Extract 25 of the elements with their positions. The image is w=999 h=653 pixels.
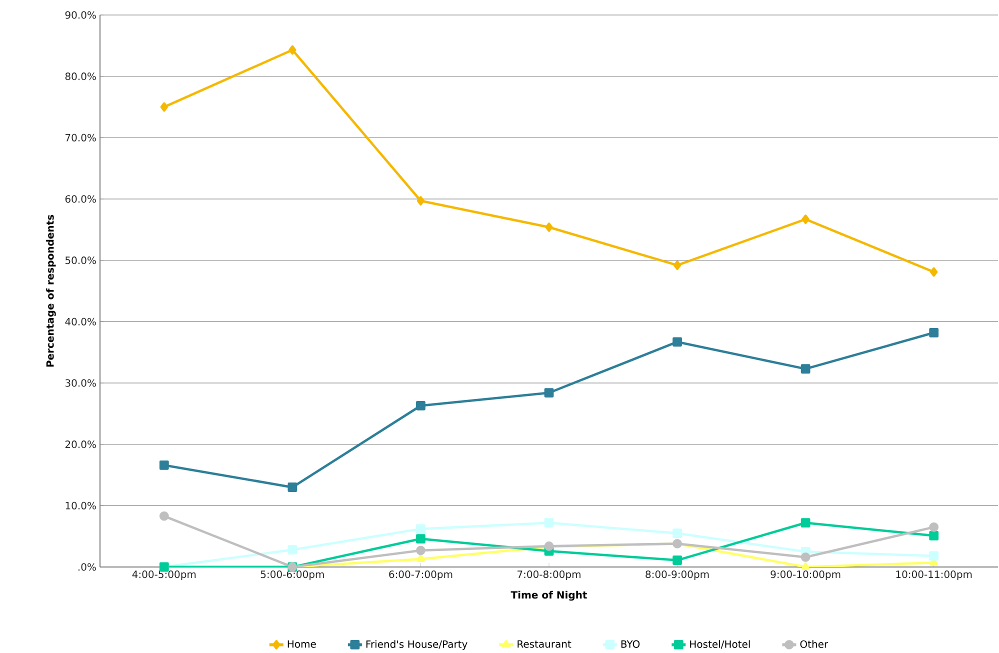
y-tick-label: 30.0%: [65, 379, 96, 387]
x-tick-label: 10:00-11:00pm: [896, 570, 972, 580]
x-tick-label: 9:00-10:00pm: [770, 570, 840, 580]
x-tick-label: 8:00-9:00pm: [646, 570, 709, 580]
x-tick-label: 4:00-5:00pm: [132, 570, 196, 580]
x-tick-label: 5:00-6:00pm: [260, 570, 324, 580]
legend-label: Hostel/Hotel: [690, 640, 750, 649]
x-tick-label: 7:00-8:00pm: [518, 570, 580, 580]
y-tick-label: 50.0%: [65, 256, 96, 264]
legend-label: BYO: [621, 640, 640, 648]
x-tick-label: 6:00-7:00pm: [389, 570, 452, 580]
legend-label: Home: [288, 640, 316, 648]
y-tick-label: 60.0%: [65, 195, 96, 203]
y-tick-label: 80.0%: [65, 72, 96, 80]
y-tick-label: 70.0%: [66, 134, 96, 142]
y-tick-label: 20.0%: [65, 440, 96, 448]
y-tick-label: .0%: [78, 563, 96, 571]
legend-label: Other: [800, 640, 828, 648]
legend-label: Friend's House/Party: [366, 640, 468, 650]
y-axis-title: Percentage of respondents: [46, 214, 56, 367]
x-axis-title: Time of Night: [510, 590, 588, 601]
y-tick-label: 10.0%: [66, 502, 96, 510]
y-tick-label: 90.0%: [65, 11, 96, 19]
legend-label: Restaurant: [518, 640, 572, 648]
y-tick-label: 40.0%: [65, 318, 96, 326]
